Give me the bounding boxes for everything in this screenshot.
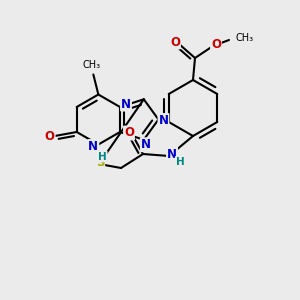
Text: N: N xyxy=(167,148,177,160)
Text: H: H xyxy=(176,157,184,167)
Text: S: S xyxy=(96,157,104,169)
Text: N: N xyxy=(88,140,98,153)
Text: O: O xyxy=(211,38,221,52)
Text: H: H xyxy=(98,152,107,161)
Text: N: N xyxy=(121,98,131,110)
Text: N: N xyxy=(158,114,169,127)
Text: CH₃: CH₃ xyxy=(82,59,100,70)
Text: O: O xyxy=(170,35,180,49)
Text: O: O xyxy=(45,130,55,143)
Text: N: N xyxy=(141,138,151,151)
Text: CH₃: CH₃ xyxy=(235,33,253,43)
Text: O: O xyxy=(124,127,134,140)
